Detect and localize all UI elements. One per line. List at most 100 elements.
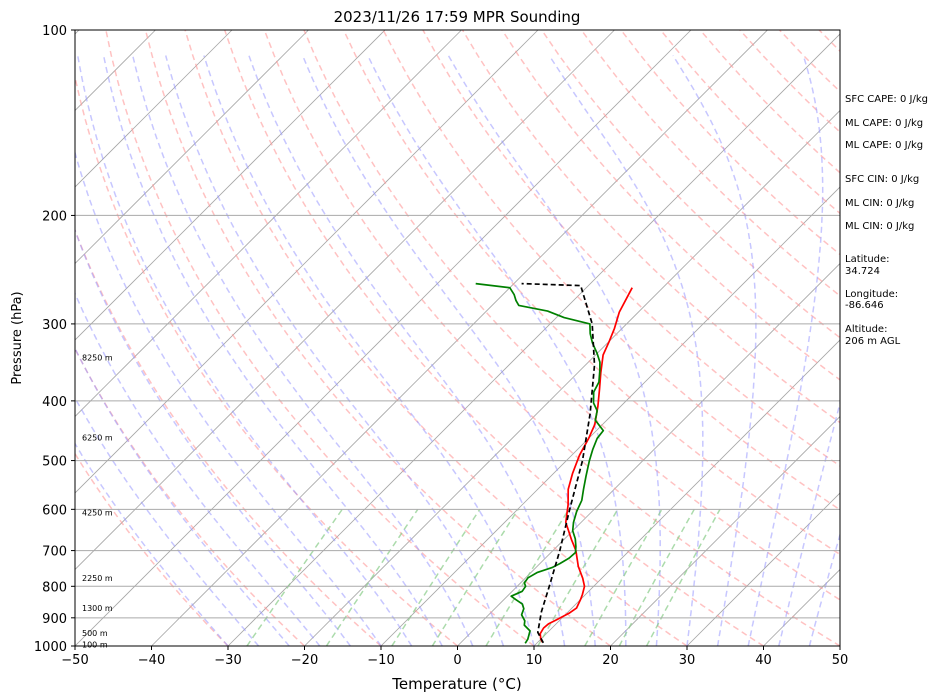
moist-adiabat-line <box>75 346 290 646</box>
isotherm-line <box>151 30 768 646</box>
moist-adiabat-line <box>367 55 627 646</box>
index-sfc-cin: SFC CIN: 0 J/kg <box>845 174 919 185</box>
x-tick-label: −30 <box>214 653 241 668</box>
height-label: 1300 m <box>82 604 113 613</box>
dry-adiabat-line <box>75 452 229 646</box>
isobars <box>75 29 840 647</box>
isotherm-line <box>75 30 692 646</box>
longitude-value: -86.646 <box>845 300 884 311</box>
background-lines <box>0 30 840 646</box>
height-label: 100 m <box>82 641 108 650</box>
moist-adiabat-line <box>102 55 443 646</box>
mixing-ratio-line <box>618 508 695 646</box>
isotherm-line <box>75 30 462 418</box>
moist-adiabat-line <box>301 55 596 646</box>
x-tick-label: 0 <box>453 653 461 668</box>
dry-adiabat-line <box>105 30 535 646</box>
dry-adiabat-line <box>303 30 840 601</box>
isotherm-line <box>380 186 840 646</box>
latitude-label: Latitude: <box>845 254 890 265</box>
height-label: 4250 m <box>82 508 113 517</box>
dry-adiabat-line <box>342 30 840 556</box>
isotherm-line <box>75 30 309 265</box>
sounding-series-0 <box>539 287 633 643</box>
isotherm-line <box>227 33 840 646</box>
dry-adiabat-line <box>223 30 764 646</box>
y-tick-label: 300 <box>42 318 67 333</box>
sounding-series-1 <box>475 282 605 644</box>
y-tick-label: 800 <box>42 580 67 595</box>
moist-adiabat-line <box>76 55 413 646</box>
x-tick-label: −10 <box>367 653 394 668</box>
moist-adiabat-line <box>75 442 229 646</box>
mixing-ratio-line <box>645 508 721 646</box>
moist-adiabat-line <box>203 55 535 646</box>
latitude-value: 34.724 <box>845 266 880 277</box>
isotherm-line <box>457 262 840 646</box>
index-ml-cape-1: ML CAPE: 0 J/kg <box>845 118 923 129</box>
x-tick-label: −20 <box>291 653 318 668</box>
y-tick-label: 1000 <box>34 640 67 655</box>
chart-title: 2023/11/26 17:59 MPR Sounding <box>334 8 581 26</box>
mixing-ratio-line <box>485 508 570 646</box>
dry-adiabat-line <box>382 30 840 511</box>
dry-adiabat-line <box>422 30 840 467</box>
height-label: 2250 m <box>82 574 113 583</box>
y-tick-label: 600 <box>42 503 67 518</box>
moist-adiabat-line <box>447 55 661 646</box>
dry-adiabat-line <box>580 30 840 297</box>
x-tick-label: −40 <box>138 653 165 668</box>
sounding-series-2 <box>521 282 596 644</box>
mixing-ratio-line <box>246 508 343 646</box>
x-tick-label: 40 <box>755 653 772 668</box>
index-sfc-cape: SFC CAPE: 0 J/kg <box>845 94 928 105</box>
moist-adiabat-line <box>747 55 824 646</box>
isotherm-line <box>75 30 539 494</box>
dry-adiabat-line <box>263 30 840 646</box>
moist-adiabat-line <box>75 291 321 646</box>
isotherm-line <box>75 30 386 341</box>
y-tick-label: 100 <box>42 24 67 39</box>
isotherm-line <box>75 30 233 188</box>
moist-adiabat-line <box>75 396 260 646</box>
x-tick-label: 20 <box>602 653 619 668</box>
isotherm-line <box>533 339 840 646</box>
isotherm-line <box>304 109 840 646</box>
dry-adiabat-line <box>75 347 306 646</box>
index-ml-cin-2: ML CIN: 0 J/kg <box>845 221 914 232</box>
dry-adiabat-line <box>75 228 382 646</box>
moist-adiabat-line <box>75 228 351 646</box>
height-label: 6250 m <box>82 434 113 443</box>
moist-adiabat-line <box>164 55 505 646</box>
isotherm-line <box>686 492 840 646</box>
moist-adiabat-line <box>131 55 474 646</box>
moist-adiabat-line <box>248 55 566 646</box>
altitude-value: 206 m AGL <box>845 336 901 347</box>
mixing-ratio-line <box>431 508 519 646</box>
y-tick-label: 700 <box>42 545 67 560</box>
isotherm-line <box>610 415 840 646</box>
height-labels: 100 m 500 m 1300 m 2250 m 4250 m 6250 m 8250 m <box>82 353 113 649</box>
y-axis-ticks: 100 200 300 400 500 600 700 800 900 1000 <box>34 24 75 655</box>
mixing-ratio-line <box>584 508 663 646</box>
moist-adiabat-line <box>778 400 840 646</box>
y-tick-label: 900 <box>42 612 67 627</box>
moist-adiabat-line <box>75 150 382 646</box>
dry-adiabat-line <box>144 30 611 646</box>
moist-adiabat-line <box>672 55 757 646</box>
isotherm-line <box>75 30 615 571</box>
index-ml-cin-1: ML CIN: 0 J/kg <box>845 198 914 209</box>
height-label: 8250 m <box>82 353 113 362</box>
y-tick-label: 200 <box>42 209 67 224</box>
sounding-traces <box>475 282 633 644</box>
y-tick-label: 500 <box>42 455 67 470</box>
x-tick-label: −50 <box>61 653 88 668</box>
moist-adiabat-line <box>548 55 704 646</box>
indices-panel: SFC CAPE: 0 J/kg ML CAPE: 0 J/kg ML CAPE… <box>845 94 928 347</box>
height-label: 500 m <box>82 629 108 638</box>
y-axis-label: Pressure (hPa) <box>10 291 25 384</box>
x-tick-label: 10 <box>526 653 543 668</box>
x-tick-label: 50 <box>832 653 849 668</box>
isotherm-line <box>0 30 3 646</box>
